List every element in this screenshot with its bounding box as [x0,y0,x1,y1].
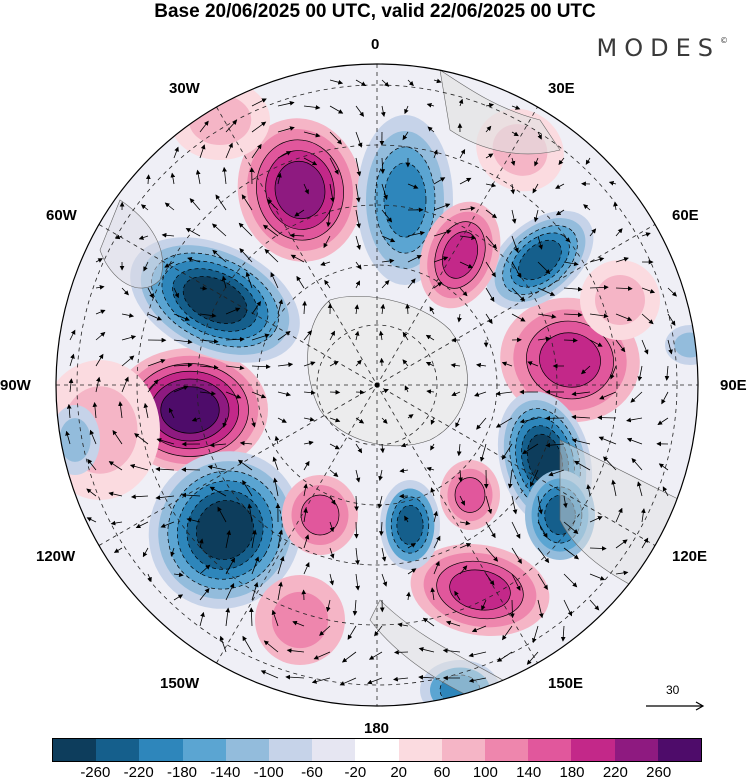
lon-label-30w: 30W [169,80,200,97]
colorbar-tick-label: -20 [344,764,367,781]
lon-label-150e: 150E [548,675,584,692]
colorbar-bin [269,739,313,761]
colorbar-bin [398,739,442,761]
colorbar-bin [528,739,572,761]
wind-vectors [65,78,677,686]
colorbar-bin [614,739,658,761]
colorbar-bin [441,739,486,761]
map-border [55,63,699,707]
colorbar-tick-label: -140 [210,764,241,781]
lon-label-60w: 60W [46,207,77,224]
colorbar-tick-label: -60 [301,764,323,781]
lon-label-120w: 120W [36,548,76,565]
colorbar-tick-label: 140 [516,764,542,781]
colorbar-tick-label: 20 [390,764,407,781]
colorbar-tick-label: -220 [123,764,154,781]
lon-label-90e: 90E [720,377,747,394]
colorbar-ticks: -260 -220 -180 -140 -100 -60 -20 20 60 100 140 180 2… [0,764,750,783]
colorbar-bin [312,739,356,761]
colorbar-bin [96,739,140,761]
colorbar-tick-label: -260 [80,764,111,781]
lon-label-0: 0 [371,36,380,53]
colorbar-bin [355,739,399,761]
colorbar-tick-label: -100 [253,764,284,781]
lon-label-150w: 150W [160,675,200,692]
colorbar-tick-label: 180 [559,764,585,781]
vector-scale-label: 30 [666,683,680,697]
colorbar-tick-label: -180 [166,764,198,781]
map-title: Base 20/06/2025 00 UTC, valid 22/06/2025… [154,1,596,22]
colorbar-bin [182,739,226,761]
colorbar-bin [571,739,615,761]
colorbar-bin [485,739,529,761]
colorbar-bin [139,739,183,761]
anomaly-field [56,80,698,706]
colorbar-tick-label: 220 [602,764,628,781]
vector-scale-arrow [646,701,705,711]
colorbar-bin [225,739,270,761]
brand-logo: MODES© [596,34,728,62]
colorbar [52,738,702,762]
lon-label-120e: 120E [672,548,708,565]
colorbar-tick-label: 60 [433,764,451,781]
copyright-mark: © [720,36,728,45]
lon-label-90w: 90W [0,377,31,394]
lon-label-180: 180 [364,720,390,737]
colorbar-bin [657,739,702,761]
colorbar-bin [53,739,97,761]
colorbar-tick-label: 260 [646,764,672,781]
colorbar-tick-label: 100 [472,764,498,781]
lon-label-30e: 30E [548,80,575,97]
lon-label-60e: 60E [672,207,699,224]
